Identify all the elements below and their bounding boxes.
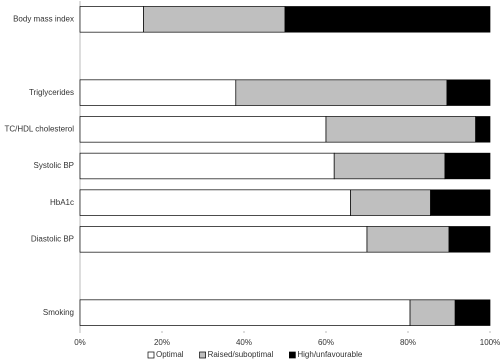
bar-segment — [79, 6, 144, 33]
x-tick-label: 80% — [400, 338, 416, 347]
bar-segment — [430, 189, 491, 216]
bar-segment — [409, 299, 456, 326]
legend-label: High/unfavourable — [297, 350, 362, 359]
bar-segment — [475, 116, 491, 143]
y-tick-label: Smoking — [43, 308, 74, 317]
bar-segment — [444, 152, 491, 180]
bar-segment — [79, 189, 351, 216]
bar-segment — [79, 152, 335, 180]
x-tick-label: 20% — [154, 338, 170, 347]
x-tick-label: 100% — [480, 338, 500, 347]
bar-segment — [79, 226, 368, 253]
bar-segment — [366, 226, 450, 253]
bar-segment — [79, 299, 411, 326]
x-tick-label: 60% — [318, 338, 334, 347]
bar-segment — [235, 79, 448, 106]
legend-swatch — [147, 351, 155, 359]
legend-swatch — [199, 351, 206, 359]
legend-swatch — [289, 351, 296, 359]
bar-segment — [79, 79, 237, 106]
legend-label: Raised/suboptimal — [208, 350, 274, 359]
y-tick-label: HbA1c — [50, 198, 74, 207]
bar-segment — [446, 79, 491, 106]
bar-segment — [333, 152, 446, 180]
y-tick-label: Body mass index — [13, 14, 74, 23]
bar-segment — [454, 299, 491, 326]
y-tick-label: Systolic BP — [34, 161, 74, 170]
y-tick-label: TC/HDL cholesterol — [4, 124, 74, 133]
x-tick-label: 40% — [236, 338, 252, 347]
legend-label: Optimal — [156, 350, 184, 359]
bar-segment — [350, 189, 431, 216]
bar-segment — [284, 6, 491, 33]
bar-segment — [79, 116, 327, 143]
y-tick-label: Triglycerides — [29, 88, 74, 97]
x-tick-label: 0% — [74, 338, 86, 347]
y-tick-label: Diastolic BP — [31, 234, 74, 243]
bar-segment — [448, 226, 491, 253]
bar-segment — [325, 116, 476, 143]
bar-segment — [143, 6, 286, 33]
